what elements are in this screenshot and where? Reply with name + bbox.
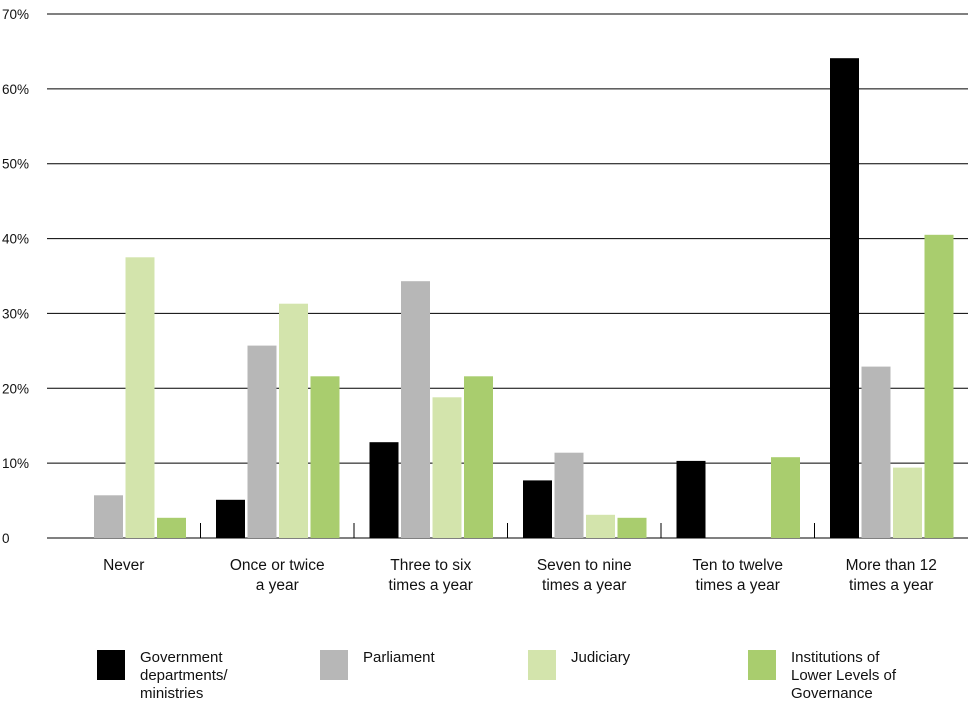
bar [554, 452, 584, 538]
y-tick-label: 0 [2, 531, 10, 546]
y-tick-label: 40% [2, 232, 29, 247]
x-category-label: Once or twice a year [230, 557, 325, 594]
bar [247, 345, 277, 538]
legend-swatch [748, 650, 776, 680]
legend-item: Government departments/ministries [97, 649, 300, 703]
bar-chart: 0 10% 20% 30% 40% 50% 60% 70% Never Once or twice… [2, 7, 968, 594]
bar [676, 460, 706, 538]
bar [523, 480, 552, 538]
bar [432, 397, 462, 538]
bar [157, 517, 186, 538]
bar [861, 366, 891, 538]
x-category-label: More than 12 times a year [846, 557, 937, 594]
legend-label: Judiciary [571, 649, 631, 666]
bar [617, 517, 647, 538]
y-tick-label: 50% [2, 157, 29, 172]
legend-item: Institutions of Lower Levels of Governance [748, 649, 951, 703]
x-category-label: Ten to twelve times a year [693, 557, 783, 594]
chart-legend: Government departments/ministries Parliame… [0, 649, 968, 713]
legend-item: Judiciary [528, 649, 731, 680]
y-tick-label: 70% [2, 7, 29, 22]
x-category-label: Never [103, 557, 144, 574]
bar [464, 376, 493, 538]
bar [216, 499, 245, 538]
x-category-label: Three to six times a year [389, 557, 473, 594]
x-category-label: Seven to nine times a year [537, 557, 632, 594]
y-tick-label: 10% [2, 456, 29, 471]
bar [125, 257, 155, 538]
bar [310, 376, 340, 538]
legend-swatch [320, 650, 348, 680]
legend-item: Parliament [320, 649, 523, 680]
y-tick-label: 60% [2, 82, 29, 97]
bar [369, 442, 399, 538]
bar [893, 467, 922, 538]
y-tick-label: 30% [2, 306, 29, 321]
legend-label: Institutions of Lower Levels of Governance [791, 649, 897, 702]
legend-label: Parliament [363, 649, 435, 666]
legend-swatch [528, 650, 556, 680]
bar [279, 303, 308, 538]
bar [924, 234, 954, 539]
bar [94, 495, 123, 538]
bar [586, 514, 615, 538]
bar [830, 58, 859, 538]
bar [401, 281, 430, 538]
bar [771, 457, 800, 538]
legend-label: Government departments/ministries [140, 649, 228, 702]
y-tick-label: 20% [2, 381, 29, 396]
legend-swatch [97, 650, 125, 680]
